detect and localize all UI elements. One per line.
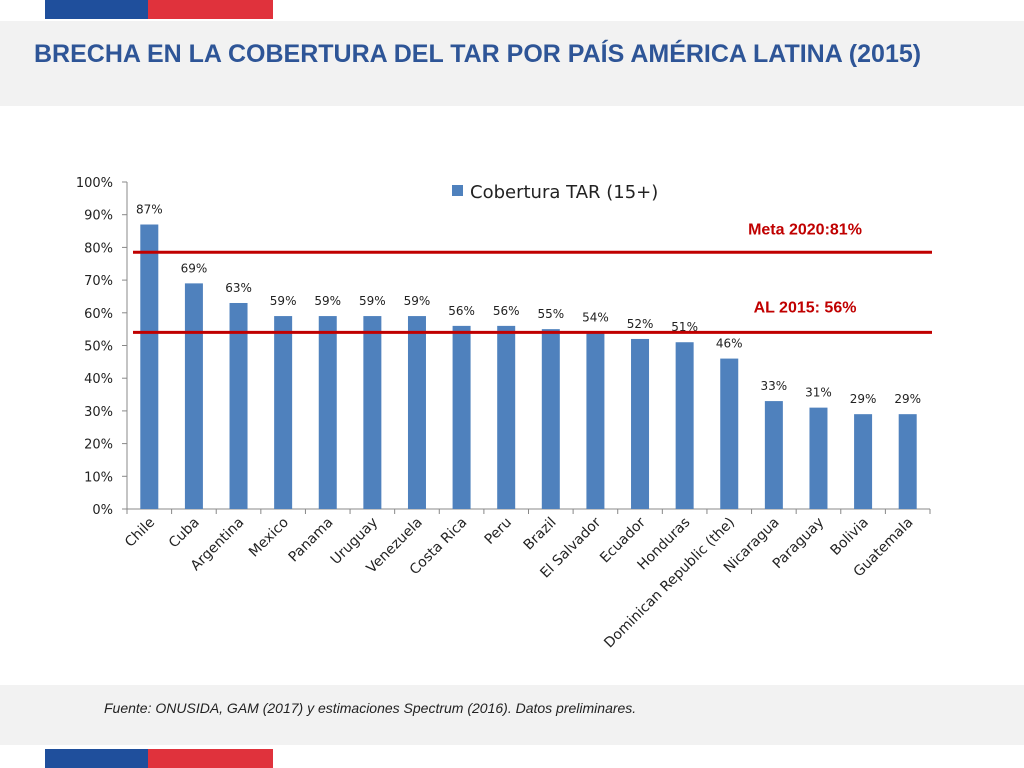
y-tick-label: 60% [84, 307, 113, 322]
y-tick-label: 20% [84, 438, 113, 453]
bar-series: 87% 69% 63% 59% 59% 59% 59% 56% 56% 55% 54% 52% 51% 4… [136, 203, 921, 509]
y-tick-label: 90% [84, 209, 113, 224]
y-axis: 0% 10% 20% 30% 40% 50% 60% 70% 80% 90% 100% [76, 176, 931, 518]
y-tick-label: 70% [84, 274, 113, 289]
category-label: Chile [122, 515, 158, 551]
data-label: 29% [894, 392, 921, 406]
data-label: 59% [404, 294, 431, 308]
bar [586, 332, 605, 509]
y-tick-label: 0% [92, 503, 113, 518]
data-label: 33% [761, 379, 788, 393]
bar [407, 316, 426, 509]
y-tick-label: 50% [84, 340, 113, 355]
category-label: Brazil [521, 515, 560, 554]
data-label: 29% [850, 392, 877, 406]
data-label: 69% [181, 261, 208, 275]
data-label: 56% [448, 304, 475, 318]
data-label: 56% [493, 304, 520, 318]
bar [854, 414, 873, 509]
bar [809, 407, 828, 509]
data-label: 46% [716, 337, 743, 351]
reference-line-label: Meta 2020:81% [748, 221, 862, 238]
category-label: Peru [482, 515, 515, 548]
data-label: 51% [671, 320, 698, 334]
legend: Cobertura TAR (15+) [452, 182, 658, 203]
page-title: BRECHA EN LA COBERTURA DEL TAR POR PAÍS … [34, 40, 922, 68]
bar [318, 316, 337, 509]
bar [140, 224, 159, 509]
legend-label: Cobertura TAR (15+) [470, 182, 658, 203]
bar [541, 329, 560, 509]
coverage-bar-chart: 0% 10% 20% 30% 40% 50% 60% 70% 80% 90% 100% 87% 69%… [76, 176, 932, 651]
footer-band [0, 685, 1024, 745]
bar [720, 358, 739, 509]
y-tick-label: 100% [76, 176, 113, 191]
data-label: 31% [805, 386, 832, 400]
reference-lines: Meta 2020:81% AL 2015: 56% [133, 221, 932, 334]
data-label: 87% [136, 203, 163, 217]
data-label: 63% [225, 281, 252, 295]
bar [675, 342, 694, 509]
bar [363, 316, 382, 509]
bar [764, 401, 783, 509]
bar [497, 325, 516, 509]
title-band [0, 21, 1024, 106]
y-tick-label: 80% [84, 241, 113, 256]
data-label: 59% [314, 294, 341, 308]
data-label: 52% [627, 317, 654, 331]
category-label: Cuba [166, 515, 203, 552]
data-label: 59% [270, 294, 297, 308]
bar [229, 302, 248, 509]
y-tick-label: 30% [84, 405, 113, 420]
flag-stripe-top [45, 0, 273, 19]
data-label: 54% [582, 310, 609, 324]
data-label: 59% [359, 294, 386, 308]
legend-swatch [452, 185, 463, 196]
bar [631, 338, 650, 509]
category-labels: Chile CubaArgentinaMexicoPanamaUruguayVen… [122, 514, 916, 651]
bar [184, 283, 203, 509]
bar [274, 316, 293, 509]
y-tick-label: 40% [84, 372, 113, 387]
source-note: Fuente: ONUSIDA, GAM (2017) y estimacion… [104, 700, 637, 716]
flag-stripe-bottom [45, 749, 273, 768]
data-label: 55% [537, 307, 564, 321]
y-tick-label: 10% [84, 470, 113, 485]
reference-line-label: AL 2015: 56% [754, 299, 857, 316]
category-label: Bolivia [828, 515, 872, 559]
bar [898, 414, 917, 509]
bar [452, 325, 471, 509]
